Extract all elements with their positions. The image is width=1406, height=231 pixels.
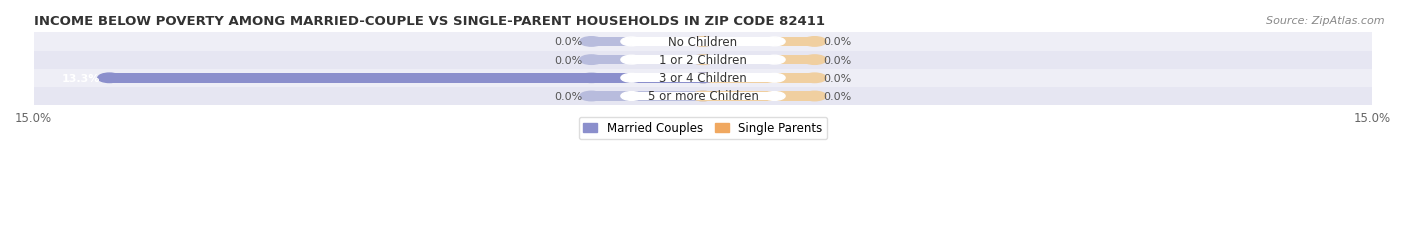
Circle shape <box>579 37 603 47</box>
Text: 5 or more Children: 5 or more Children <box>648 90 758 103</box>
Bar <box>703 56 814 65</box>
Bar <box>631 92 775 101</box>
Bar <box>34 51 1372 69</box>
Bar <box>631 38 775 47</box>
Circle shape <box>621 74 643 83</box>
Text: 0.0%: 0.0% <box>824 37 852 47</box>
Circle shape <box>692 37 714 47</box>
Bar <box>34 88 1372 106</box>
Bar <box>703 74 814 83</box>
Text: 0.0%: 0.0% <box>554 92 582 102</box>
Circle shape <box>579 56 603 65</box>
Text: 0.0%: 0.0% <box>554 55 582 65</box>
Legend: Married Couples, Single Parents: Married Couples, Single Parents <box>579 117 827 140</box>
Bar <box>34 69 1372 88</box>
Circle shape <box>692 92 714 101</box>
Text: No Children: No Children <box>668 36 738 49</box>
Bar <box>592 92 703 101</box>
Circle shape <box>692 37 714 47</box>
Text: 13.3%: 13.3% <box>62 73 100 83</box>
Circle shape <box>692 74 714 83</box>
Bar <box>703 37 814 47</box>
Circle shape <box>579 74 603 83</box>
Bar <box>110 74 703 83</box>
Bar <box>703 92 814 101</box>
Circle shape <box>692 92 714 101</box>
Circle shape <box>803 74 827 83</box>
Text: 0.0%: 0.0% <box>824 73 852 83</box>
Circle shape <box>763 38 785 47</box>
Text: 0.0%: 0.0% <box>824 92 852 102</box>
Bar <box>631 74 775 83</box>
Text: 1 or 2 Children: 1 or 2 Children <box>659 54 747 67</box>
Bar <box>34 33 1372 51</box>
Bar <box>592 37 703 47</box>
Circle shape <box>803 56 827 65</box>
Circle shape <box>803 37 827 47</box>
Circle shape <box>803 92 827 101</box>
Circle shape <box>579 92 603 101</box>
Circle shape <box>692 56 714 65</box>
Text: Source: ZipAtlas.com: Source: ZipAtlas.com <box>1267 16 1385 26</box>
Circle shape <box>621 38 643 47</box>
Circle shape <box>763 56 785 65</box>
Text: INCOME BELOW POVERTY AMONG MARRIED-COUPLE VS SINGLE-PARENT HOUSEHOLDS IN ZIP COD: INCOME BELOW POVERTY AMONG MARRIED-COUPL… <box>34 15 824 28</box>
Circle shape <box>763 92 785 101</box>
Bar <box>592 74 703 83</box>
Circle shape <box>692 74 714 83</box>
Bar <box>592 56 703 65</box>
Circle shape <box>763 74 785 83</box>
Text: 0.0%: 0.0% <box>824 55 852 65</box>
Circle shape <box>621 56 643 65</box>
Circle shape <box>692 74 714 83</box>
Circle shape <box>621 92 643 101</box>
Circle shape <box>692 56 714 65</box>
Circle shape <box>98 74 121 83</box>
Bar <box>631 56 775 65</box>
Text: 0.0%: 0.0% <box>554 37 582 47</box>
Text: 3 or 4 Children: 3 or 4 Children <box>659 72 747 85</box>
